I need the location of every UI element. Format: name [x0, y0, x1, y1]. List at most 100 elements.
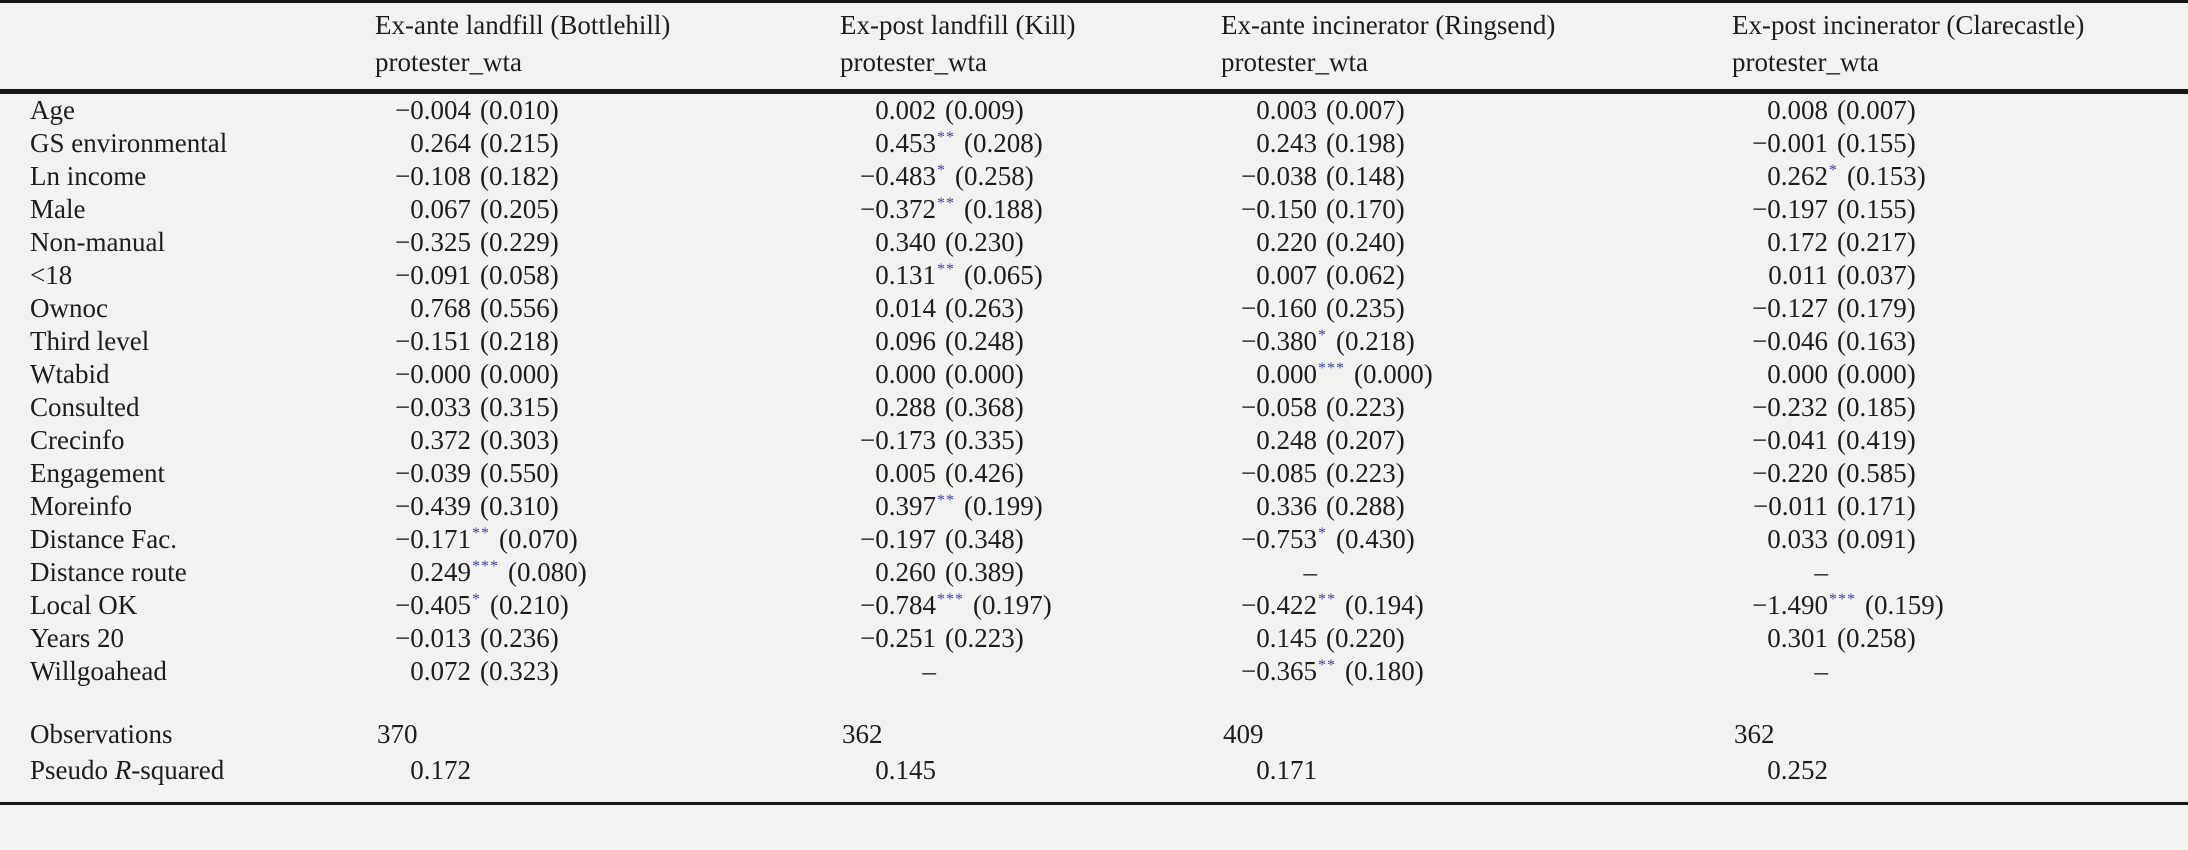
significance-stars: **: [937, 261, 955, 278]
coefficient-cell: –: [1221, 556, 1732, 589]
coefficient-cell: 0.768 (0.556): [375, 292, 840, 325]
coefficient-cell: −0.380* (0.218): [1221, 325, 1732, 358]
standard-error: (0.550): [480, 458, 559, 488]
label-part: -squared: [131, 754, 225, 785]
row-label: Wtabid: [30, 359, 110, 389]
row-label: Years 20: [30, 623, 125, 653]
coefficient-cell: −0.058 (0.223): [1221, 391, 1732, 424]
column-header-1: Ex-ante landfill (Bottlehill) protester_w…: [375, 2, 840, 92]
row-label: Distance route: [30, 557, 187, 587]
coefficient-cell: −0.150 (0.170): [1221, 193, 1732, 226]
coefficient-cell: 0.172 (0.217): [1732, 226, 2188, 259]
coefficient-value: −0.033: [395, 392, 471, 422]
row-label: Male: [30, 194, 86, 224]
coefficient-cell: −0.160 (0.235): [1221, 292, 1732, 325]
coefficient-cell: −0.033 (0.315): [375, 391, 840, 424]
table-row: Local OK −0.405* (0.210) −0.784*** (0.197) −0…: [0, 589, 2188, 622]
coefficient-cell: 0.000*** (0.000): [1221, 358, 1732, 391]
significance-stars: ***: [1318, 360, 1345, 377]
coefficient-cell: 0.243 (0.198): [1221, 127, 1732, 160]
standard-error: (0.426): [945, 458, 1024, 488]
coefficient-cell: −0.011 (0.171): [1732, 490, 2188, 523]
pseudo-r-squared-value: 0.171: [1256, 754, 1317, 785]
coefficient-value: 0.372: [410, 425, 471, 455]
coefficient-cell: 0.264 (0.215): [375, 127, 840, 160]
coefficient-cell: 0.336 (0.288): [1221, 490, 1732, 523]
coefficient-value: 0.131: [875, 260, 936, 290]
coefficient-value: −0.001: [1752, 128, 1828, 158]
observations-row: Observations 370 362 409 362: [0, 716, 2188, 752]
standard-error: (0.194): [1345, 590, 1424, 620]
coefficient-value: −0.058: [1241, 392, 1317, 422]
bottom-padding-row: [0, 788, 2188, 804]
standard-error: (0.155): [1837, 128, 1916, 158]
coefficient-value: −0.753: [1241, 524, 1317, 554]
row-label: Ln income: [30, 161, 147, 191]
coefficient-value: −0.011: [1753, 491, 1828, 521]
coefficient-value: 0.397: [875, 491, 936, 521]
coefficient-cell: −0.151 (0.218): [375, 325, 840, 358]
pseudo-r-squared-cell: 0.172: [375, 752, 840, 788]
observations-cell: 362: [1732, 716, 2188, 752]
observations-cell: 409: [1221, 716, 1732, 752]
coefficient-cell: −0.439 (0.310): [375, 490, 840, 523]
table-row: Engagement −0.039 (0.550) 0.005 (0.426) −0.08…: [0, 457, 2188, 490]
significance-stars: *: [937, 162, 946, 179]
coefficient-cell: 0.011 (0.037): [1732, 259, 2188, 292]
coefficient-cell: −0.220 (0.585): [1732, 457, 2188, 490]
coefficient-value: 0.033: [1767, 524, 1828, 554]
coefficient-value: −0.405: [395, 590, 471, 620]
coefficient-value: 0.249: [410, 557, 471, 587]
column-title: Ex-post incinerator (Clarecastle): [1732, 10, 2085, 40]
coefficient-cell: 0.397** (0.199): [840, 490, 1221, 523]
column-subtitle: protester_wta: [375, 47, 522, 77]
column-title: Ex-ante landfill (Bottlehill): [375, 10, 671, 40]
coefficient-cell: 0.002 (0.009): [840, 92, 1221, 128]
standard-error: (0.215): [480, 128, 559, 158]
standard-error: (0.368): [945, 392, 1024, 422]
coefficient-value: −0.372: [860, 194, 936, 224]
row-label: Observations: [30, 718, 173, 749]
standard-error: (0.430): [1336, 524, 1415, 554]
table-row: Distance Fac. −0.171** (0.070) −0.197 (0.348…: [0, 523, 2188, 556]
coefficient-value: –: [922, 656, 937, 686]
coefficient-cell: −0.171** (0.070): [375, 523, 840, 556]
coefficient-value: 0.220: [1256, 227, 1317, 257]
standard-error: (0.070): [499, 524, 578, 554]
row-label: Ownoc: [30, 293, 108, 323]
table-row: Non-manual −0.325 (0.229) 0.340 (0.230) 0.220…: [0, 226, 2188, 259]
standard-error: (0.197): [973, 590, 1052, 620]
coefficient-value: −0.439: [395, 491, 471, 521]
coefficient-cell: 0.249*** (0.080): [375, 556, 840, 589]
coefficient-value: −0.483: [860, 161, 936, 191]
spacer-row: [0, 688, 2188, 716]
standard-error: (0.188): [964, 194, 1043, 224]
coefficient-value: −0.013: [395, 623, 471, 653]
coefficient-value: −0.220: [1752, 458, 1828, 488]
coefficient-value: 0.003: [1256, 95, 1317, 125]
coefficient-value: 0.262: [1767, 161, 1828, 191]
observations-cell: 362: [840, 716, 1221, 752]
observations-value: 409: [1223, 718, 1264, 749]
row-label: Age: [30, 95, 75, 125]
standard-error: (0.217): [1837, 227, 1916, 257]
standard-error: (0.000): [1354, 359, 1433, 389]
coefficient-value: −0.173: [860, 425, 936, 455]
coefficient-value: 0.072: [410, 656, 471, 686]
significance-stars: **: [937, 129, 955, 146]
standard-error: (0.223): [1326, 392, 1405, 422]
coefficient-cell: −0.091 (0.058): [375, 259, 840, 292]
coefficient-value: −0.171: [395, 524, 471, 554]
standard-error: (0.263): [945, 293, 1024, 323]
coefficient-value: 0.067: [410, 194, 471, 224]
coefficient-value: 0.768: [410, 293, 471, 323]
coefficient-value: 0.007: [1256, 260, 1317, 290]
coefficient-cell: −0.483* (0.258): [840, 160, 1221, 193]
table-row: Willgoahead 0.072 (0.323) – −0.365** (0.180) –: [0, 655, 2188, 688]
standard-error: (0.207): [1326, 425, 1405, 455]
coefficient-value: −0.197: [1752, 194, 1828, 224]
column-header-2: Ex-post landfill (Kill) protester_wta: [840, 2, 1221, 92]
column-header-3: Ex-ante incinerator (Ringsend) protester_…: [1221, 2, 1732, 92]
label-part-italic: R: [114, 754, 132, 785]
